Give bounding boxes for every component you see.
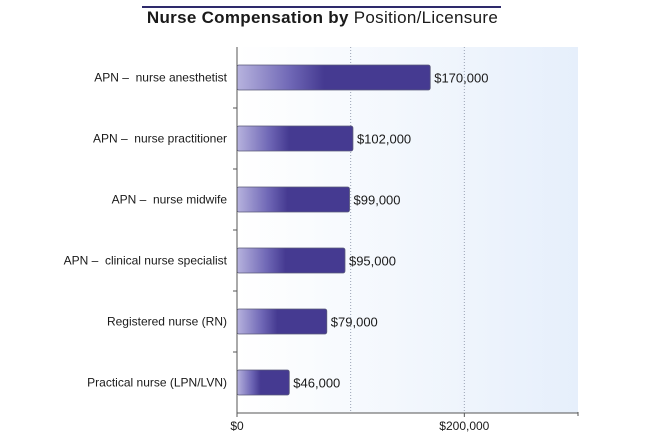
value-label: $46,000 — [293, 376, 340, 391]
category-label: APN – nurse anesthetist — [94, 71, 227, 85]
category-label: APN – nurse practitioner — [93, 132, 227, 146]
value-label: $102,000 — [357, 132, 411, 147]
value-label: $170,000 — [434, 71, 488, 86]
bar — [236, 64, 431, 91]
bar — [236, 308, 328, 335]
chart-title-rest: Position/Licensure — [353, 8, 499, 27]
plot-background — [237, 47, 578, 413]
chart-title: Nurse Compensation by Position/Licensure — [0, 8, 645, 28]
title-rule — [142, 6, 501, 8]
category-label: APN – clinical nurse specialist — [64, 254, 228, 268]
x-tick-label: $200,000 — [439, 419, 489, 433]
bar — [236, 247, 346, 274]
value-label: $95,000 — [349, 254, 396, 269]
bar — [236, 186, 350, 213]
bar — [236, 125, 354, 152]
value-label: $79,000 — [331, 315, 378, 330]
category-label: APN – nurse midwife — [112, 193, 228, 207]
x-tick-label: $0 — [230, 419, 244, 433]
chart-title-bold: Nurse Compensation by — [146, 8, 349, 27]
category-label: Practical nurse (LPN/LVN) — [87, 376, 227, 390]
category-label: Registered nurse (RN) — [107, 315, 227, 329]
bar — [236, 369, 290, 396]
value-label: $99,000 — [354, 193, 401, 208]
